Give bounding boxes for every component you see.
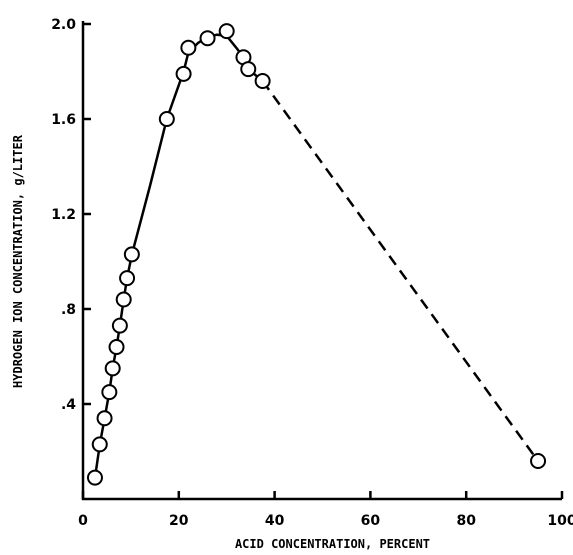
- data-point: [119, 270, 136, 287]
- x-tick-label: 40: [265, 513, 285, 529]
- data-point: [123, 246, 140, 263]
- data-point: [158, 111, 175, 127]
- y-tick-label: 2.0: [51, 17, 76, 33]
- x-tick-label: 80: [456, 513, 476, 529]
- data-point: [101, 384, 118, 401]
- x-tick-label: 0: [78, 513, 88, 529]
- data-point: [104, 360, 121, 377]
- y-axis-label: HYDROGEN ION CONCENTRATION, g/LITER: [11, 134, 25, 388]
- data-point: [530, 453, 547, 469]
- data-point: [86, 469, 103, 486]
- dashed-curve: [261, 80, 540, 462]
- data-point: [240, 61, 257, 78]
- curves: [93, 33, 540, 478]
- data-point: [180, 39, 197, 56]
- x-axis-label: ACID CONCENTRATION, PERCENT: [235, 537, 430, 551]
- x-tick-label: 60: [361, 513, 381, 529]
- data-point: [199, 30, 216, 47]
- x-ticks: 0 20 40 60 80 100: [78, 491, 573, 529]
- y-tick-label: .8: [61, 302, 76, 318]
- y-tick-label: 1.6: [51, 112, 76, 128]
- y-ticks: .4 .8 1.2 1.6 2.0: [51, 17, 91, 413]
- x-tick-label: 20: [169, 513, 189, 529]
- data-point: [111, 317, 128, 334]
- axes: [81, 21, 562, 501]
- data-point: [91, 436, 108, 453]
- data-point: [115, 291, 132, 308]
- data-point: [218, 23, 235, 40]
- data-point: [108, 339, 125, 355]
- data-point: [175, 65, 192, 82]
- solid-curve: [93, 33, 264, 478]
- data-points: [86, 23, 547, 486]
- y-tick-label: .4: [61, 397, 76, 413]
- y-tick-label: 1.2: [51, 207, 76, 223]
- data-point: [96, 410, 113, 427]
- x-tick-label: 100: [547, 513, 573, 529]
- data-point: [254, 73, 271, 89]
